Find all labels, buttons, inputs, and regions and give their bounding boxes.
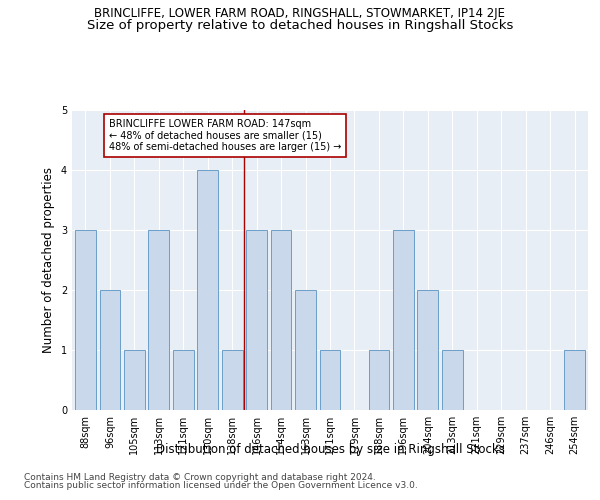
Bar — [75, 230, 96, 410]
Bar — [222, 350, 242, 410]
Bar — [246, 230, 267, 410]
Bar — [295, 290, 316, 410]
Bar — [197, 170, 218, 410]
Y-axis label: Number of detached properties: Number of detached properties — [43, 167, 55, 353]
Text: Contains public sector information licensed under the Open Government Licence v3: Contains public sector information licen… — [24, 481, 418, 490]
Bar — [173, 350, 194, 410]
Bar — [442, 350, 463, 410]
Bar — [393, 230, 414, 410]
Bar — [368, 350, 389, 410]
Text: Size of property relative to detached houses in Ringshall Stocks: Size of property relative to detached ho… — [87, 19, 513, 32]
Text: BRINCLIFFE, LOWER FARM ROAD, RINGSHALL, STOWMARKET, IP14 2JE: BRINCLIFFE, LOWER FARM ROAD, RINGSHALL, … — [95, 8, 505, 20]
Text: Distribution of detached houses by size in Ringshall Stocks: Distribution of detached houses by size … — [155, 442, 505, 456]
Text: BRINCLIFFE LOWER FARM ROAD: 147sqm
← 48% of detached houses are smaller (15)
48%: BRINCLIFFE LOWER FARM ROAD: 147sqm ← 48%… — [109, 119, 341, 152]
Bar — [100, 290, 120, 410]
Bar — [124, 350, 145, 410]
Text: Contains HM Land Registry data © Crown copyright and database right 2024.: Contains HM Land Registry data © Crown c… — [24, 472, 376, 482]
Bar — [418, 290, 438, 410]
Bar — [564, 350, 585, 410]
Bar — [148, 230, 169, 410]
Bar — [271, 230, 292, 410]
Bar — [320, 350, 340, 410]
